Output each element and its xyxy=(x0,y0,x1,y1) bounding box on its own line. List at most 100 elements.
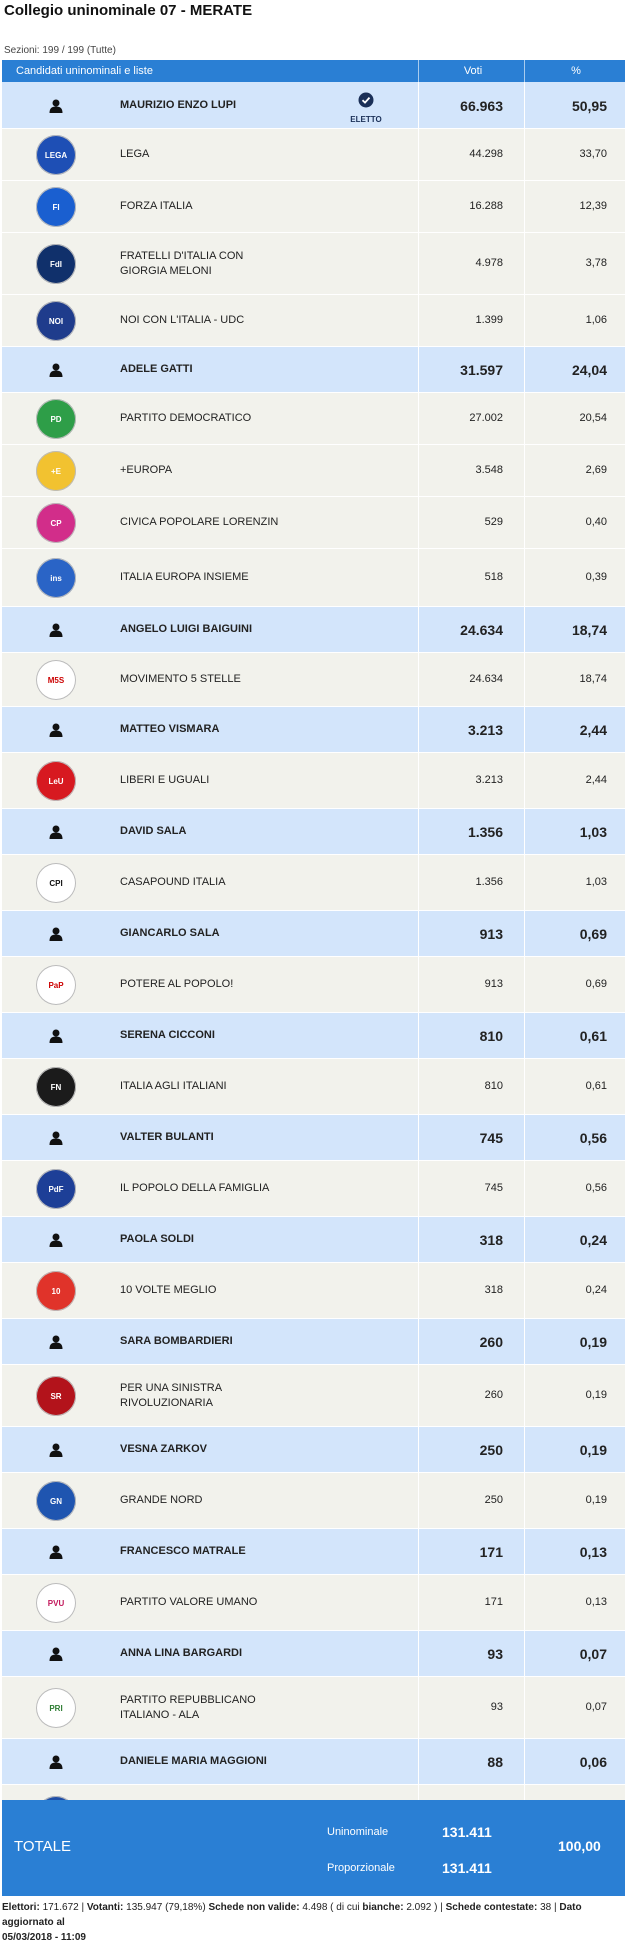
column-divider xyxy=(524,1575,525,1630)
totale-row: TOTALE Uninominale 131.411 Proporzionale… xyxy=(2,1800,625,1896)
voti-value: 88 xyxy=(487,1754,503,1770)
votanti-label: Votanti: xyxy=(86,1902,124,1913)
percent-value: 0,56 xyxy=(579,1130,607,1146)
column-divider xyxy=(524,1263,525,1318)
party-logo-mark: CP xyxy=(36,503,76,543)
list-row: GN GRANDE NORD 250 0,19 xyxy=(2,1473,625,1529)
party-logo-mark: FN xyxy=(36,1067,76,1107)
page-title: Collegio uninominale 07 - MERATE xyxy=(4,2,253,19)
party-logo-icon: 10 xyxy=(36,1271,76,1311)
party-logo-mark: LEGA xyxy=(36,135,76,175)
candidate-name: DANIELE MARIA MAGGIONI xyxy=(120,1755,267,1767)
bianche-label: bianche: xyxy=(362,1902,404,1913)
person-icon xyxy=(48,1130,64,1151)
list-name: LIBERI E UGUALI xyxy=(120,774,210,786)
percent-value: 3,78 xyxy=(585,257,607,269)
list-row: SR PER UNA SINISTRA RIVOLUZIONARIA 260 0,19 xyxy=(2,1365,625,1427)
uninominale-value: 131.411 xyxy=(442,1824,492,1840)
voti-value: 3.548 xyxy=(475,464,503,476)
voti-value: 810 xyxy=(484,1080,503,1092)
party-logo-icon: NOI xyxy=(36,301,76,341)
list-name: NOI CON L'ITALIA - UDC xyxy=(120,314,245,326)
column-divider xyxy=(418,295,419,346)
party-logo-mark: PRI xyxy=(36,1688,76,1728)
person-icon xyxy=(48,1028,64,1049)
candidate-row: ADELE GATTI 31.597 24,04 xyxy=(2,347,625,393)
party-logo-mark: CPI xyxy=(36,863,76,903)
voti-value: 913 xyxy=(484,978,503,990)
candidate-row: FRANCESCO MATRALE 171 0,13 xyxy=(2,1529,625,1575)
column-divider xyxy=(418,607,419,652)
percent-value: 0,06 xyxy=(579,1754,607,1770)
list-row: NOI NOI CON L'ITALIA - UDC 1.399 1,06 xyxy=(2,295,625,347)
list-name: 10 VOLTE MEGLIO xyxy=(120,1284,217,1296)
voti-value: 31.597 xyxy=(460,362,503,378)
list-name: CIVICA POPOLARE LORENZIN xyxy=(120,516,279,528)
column-divider xyxy=(418,445,419,496)
column-divider xyxy=(418,233,419,294)
party-logo-icon: FN xyxy=(36,1067,76,1107)
column-divider xyxy=(418,1319,419,1364)
voti-value: 810 xyxy=(479,1028,503,1044)
list-row: FN ITALIA AGLI ITALIANI 810 0,61 xyxy=(2,1059,625,1115)
voti-value: 171 xyxy=(479,1544,503,1560)
percent-value: 20,54 xyxy=(579,412,607,424)
voti-value: 529 xyxy=(484,516,503,528)
column-divider xyxy=(524,82,525,128)
party-logo-icon: CP xyxy=(36,503,76,543)
candidate-name: ANNA LINA BARGARDI xyxy=(120,1647,243,1659)
party-logo-mark: SR xyxy=(36,1376,76,1416)
party-logo-mark: +E xyxy=(36,451,76,491)
party-logo-icon: CPI xyxy=(36,863,76,903)
column-divider xyxy=(418,1631,419,1676)
column-divider xyxy=(524,1473,525,1528)
candidate-row: MATTEO VISMARA 3.213 2,44 xyxy=(2,707,625,753)
party-logo-mark: FI xyxy=(36,187,76,227)
percent-value: 12,39 xyxy=(579,200,607,212)
list-row: 10 10 VOLTE MEGLIO 318 0,24 xyxy=(2,1263,625,1319)
column-divider xyxy=(524,295,525,346)
column-divider xyxy=(418,809,419,854)
list-name: CASAPOUND ITALIA xyxy=(120,876,226,888)
voti-value: 3.213 xyxy=(475,774,503,786)
candidate-name: ANGELO LUIGI BAIGUINI xyxy=(120,623,252,635)
voti-value: 24.634 xyxy=(460,622,503,638)
uninominale-label: Uninominale xyxy=(327,1826,389,1838)
list-name: +EUROPA xyxy=(120,464,173,476)
candidate-row: MAURIZIO ENZO LUPI ELETTO 66.963 50,95 xyxy=(2,82,625,129)
list-name: PARTITO DEMOCRATICO xyxy=(120,412,252,424)
column-divider xyxy=(418,855,419,910)
list-row: PRI PARTITO REPUBBLICANO ITALIANO - ALA 93… xyxy=(2,1677,625,1739)
column-divider xyxy=(524,1427,525,1472)
column-divider xyxy=(418,393,419,444)
candidate-row: VALTER BULANTI 745 0,56 xyxy=(2,1115,625,1161)
column-divider xyxy=(418,1217,419,1262)
percent-value: 0,19 xyxy=(585,1494,607,1506)
non-valide-value: 4.498 xyxy=(302,1902,328,1913)
list-row: PdF IL POPOLO DELLA FAMIGLIA 745 0,56 xyxy=(2,1161,625,1217)
totale-label: TOTALE xyxy=(14,1838,71,1855)
aggiornato-label: Dato aggiornato al xyxy=(2,1902,582,1928)
party-logo-mark: PdF xyxy=(36,1169,76,1209)
person-icon xyxy=(48,1754,64,1775)
percent-value: 0,69 xyxy=(579,926,607,942)
column-divider xyxy=(524,1365,525,1426)
percent-value: 1,03 xyxy=(585,876,607,888)
percent-value: 24,04 xyxy=(571,362,607,378)
list-name: POTERE AL POPOLO! xyxy=(120,978,234,990)
party-logo-mark: NOI xyxy=(36,301,76,341)
party-logo-icon: LEGA xyxy=(36,135,76,175)
party-logo-icon: PD xyxy=(36,399,76,439)
voti-value: 745 xyxy=(479,1130,503,1146)
person-icon xyxy=(48,362,64,383)
column-divider xyxy=(524,1739,525,1784)
voti-value: 3.213 xyxy=(467,722,503,738)
percent-value: 0,69 xyxy=(585,978,607,990)
column-divider xyxy=(418,1161,419,1216)
party-logo-mark: GN xyxy=(36,1481,76,1521)
eletto-badge: ELETTO xyxy=(350,92,382,124)
candidate-row: DANIELE MARIA MAGGIONI 88 0,06 xyxy=(2,1739,625,1785)
column-divider xyxy=(524,1115,525,1160)
column-divider xyxy=(418,1059,419,1114)
column-divider xyxy=(524,129,525,180)
